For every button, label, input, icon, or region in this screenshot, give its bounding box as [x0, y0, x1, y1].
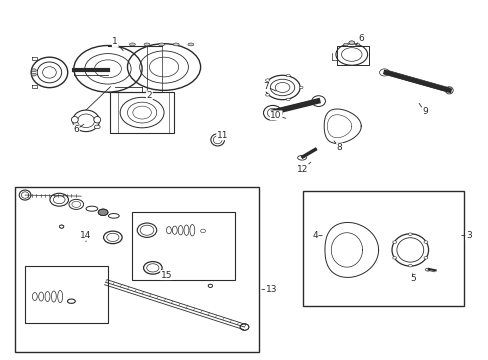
- Text: 14: 14: [80, 231, 92, 240]
- Ellipse shape: [343, 43, 347, 46]
- Ellipse shape: [208, 284, 212, 287]
- Text: 6: 6: [358, 34, 364, 43]
- Ellipse shape: [445, 87, 452, 94]
- Ellipse shape: [94, 125, 100, 129]
- Text: 12: 12: [297, 165, 308, 174]
- Text: 9: 9: [421, 107, 427, 116]
- Ellipse shape: [392, 241, 396, 243]
- Ellipse shape: [240, 324, 248, 330]
- Ellipse shape: [158, 43, 164, 46]
- Ellipse shape: [200, 229, 205, 233]
- Ellipse shape: [265, 79, 269, 81]
- Ellipse shape: [285, 74, 289, 77]
- Ellipse shape: [425, 268, 429, 271]
- Bar: [25, 266, 108, 323]
- Ellipse shape: [407, 233, 411, 235]
- Text: 7: 7: [263, 82, 269, 91]
- Ellipse shape: [98, 209, 108, 216]
- Ellipse shape: [173, 43, 179, 46]
- Ellipse shape: [392, 257, 396, 259]
- Ellipse shape: [73, 125, 79, 129]
- Text: 1: 1: [112, 37, 118, 46]
- Ellipse shape: [407, 265, 411, 267]
- Ellipse shape: [94, 117, 101, 123]
- Ellipse shape: [265, 94, 269, 96]
- Ellipse shape: [60, 225, 64, 228]
- Text: 10: 10: [270, 111, 282, 120]
- Text: 3: 3: [465, 231, 471, 240]
- Ellipse shape: [355, 43, 359, 46]
- Ellipse shape: [129, 43, 135, 46]
- Bar: [15, 187, 259, 352]
- Ellipse shape: [423, 257, 427, 259]
- Text: 11: 11: [216, 131, 228, 140]
- Ellipse shape: [31, 69, 36, 72]
- Text: 5: 5: [409, 274, 415, 283]
- Text: 2: 2: [146, 91, 152, 100]
- Bar: [110, 92, 173, 134]
- Ellipse shape: [144, 43, 150, 46]
- Ellipse shape: [31, 73, 36, 76]
- Ellipse shape: [348, 41, 354, 44]
- Ellipse shape: [187, 43, 193, 46]
- Bar: [303, 191, 463, 306]
- Text: 8: 8: [336, 143, 342, 152]
- Text: 15: 15: [161, 270, 172, 279]
- Text: 13: 13: [265, 285, 277, 294]
- Ellipse shape: [71, 117, 78, 123]
- Bar: [132, 212, 234, 280]
- Ellipse shape: [297, 156, 306, 160]
- Text: 4: 4: [312, 231, 317, 240]
- Ellipse shape: [423, 241, 427, 243]
- Ellipse shape: [299, 86, 303, 89]
- Ellipse shape: [285, 98, 289, 101]
- Text: 6: 6: [73, 125, 79, 134]
